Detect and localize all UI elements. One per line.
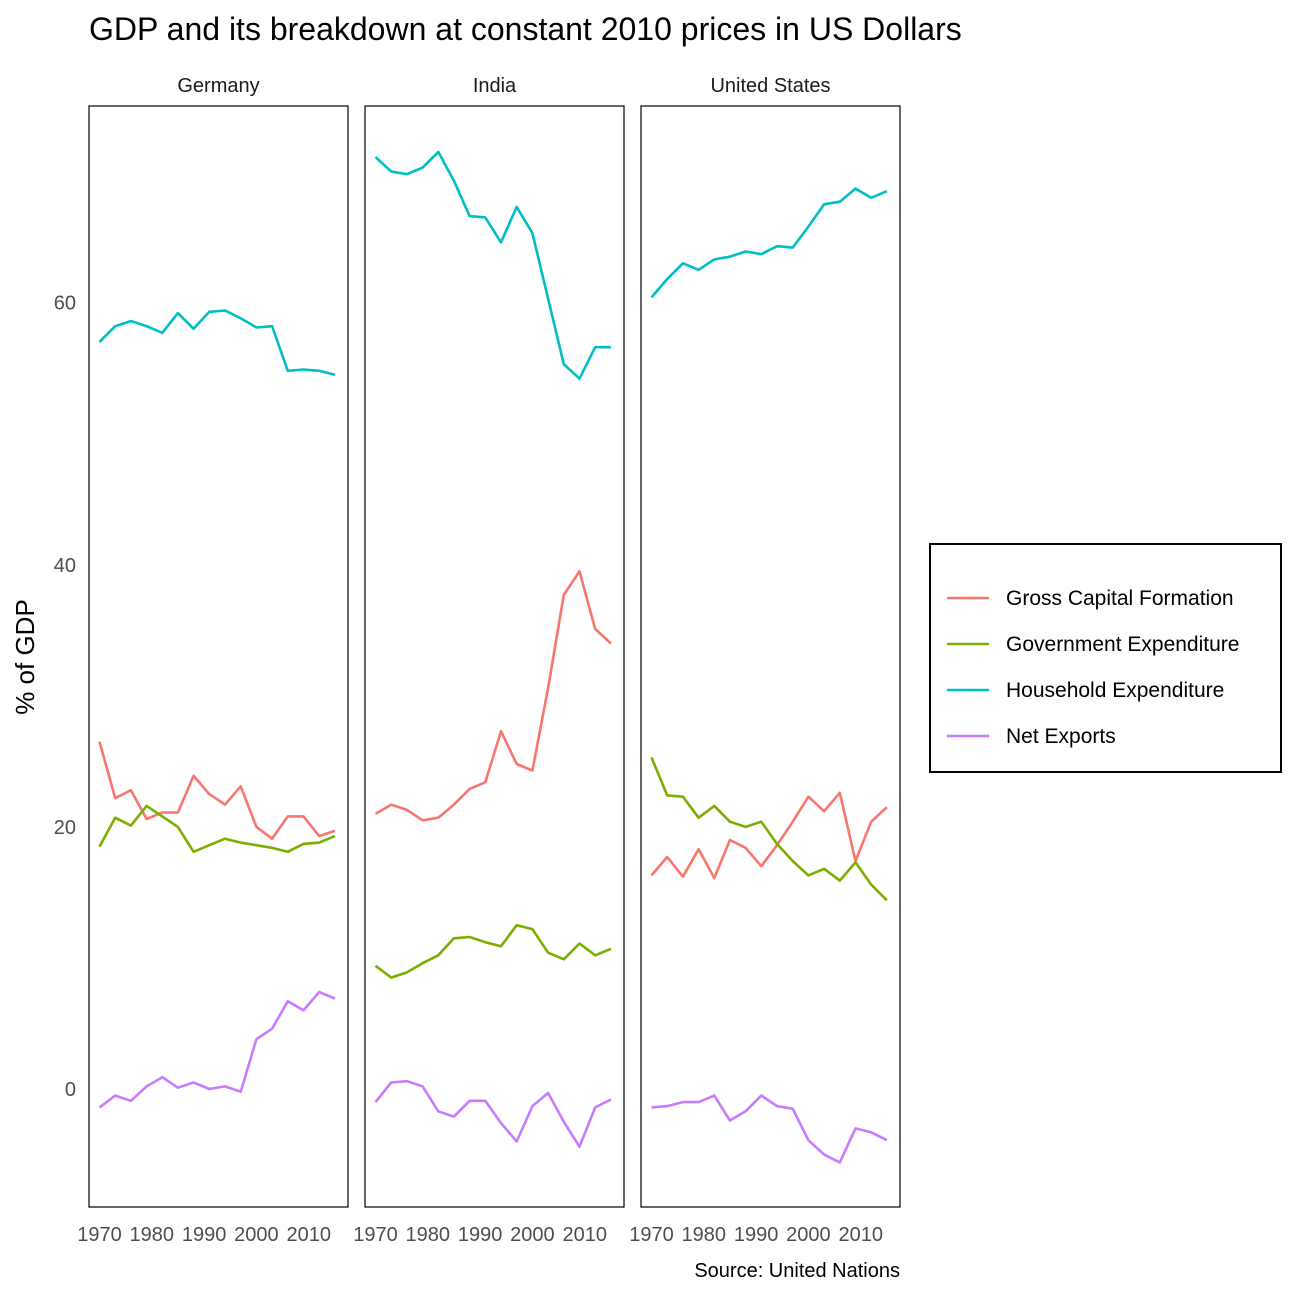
panel-strip-label: Germany: [177, 75, 259, 97]
series-line-gross-capital-formation: [650, 791, 888, 880]
series-line-household-expenditure: [98, 309, 336, 376]
y-tick-label: 0: [65, 1079, 76, 1101]
x-tick-label: 1970: [77, 1224, 122, 1246]
y-tick-label: 20: [54, 817, 76, 839]
series-line-net-exports: [651, 1094, 888, 1164]
x-tick-label: 1990: [182, 1224, 227, 1246]
legend-item-government-expenditure: Government Expenditure: [947, 633, 1239, 656]
legend-item-household-expenditure: Household Expenditure: [947, 679, 1224, 702]
source-caption: Source: United Nations: [694, 1260, 900, 1282]
legend-label: Net Exports: [1006, 725, 1116, 748]
panel-germany: Germany 1970 1980 1990 2000 2010: [77, 75, 349, 1246]
x-tick-label: 2010: [839, 1224, 884, 1246]
panel-border: [640, 105, 901, 1208]
chart-title: GDP and its breakdown at constant 2010 p…: [89, 11, 962, 47]
legend-box: [929, 543, 1282, 773]
x-tick-label: 1980: [682, 1224, 727, 1246]
x-tick-label: 2000: [786, 1224, 831, 1246]
x-tick-label: 1990: [458, 1224, 503, 1246]
series-line-government-expenditure: [98, 804, 336, 854]
series-line-government-expenditure: [650, 756, 888, 902]
series-line-net-exports: [374, 1079, 612, 1148]
legend-label: Government Expenditure: [1006, 633, 1239, 656]
y-axis-label: % of GDP: [10, 599, 40, 715]
series-line-gross-capital-formation: [98, 741, 336, 840]
panel-border: [364, 105, 625, 1208]
series-line-gross-capital-formation: [374, 570, 612, 822]
panel-border: [88, 105, 349, 1208]
y-tick-label: 60: [54, 293, 76, 315]
series-line-household-expenditure: [650, 187, 888, 299]
y-tick-label: 40: [54, 555, 76, 577]
legend-label: Gross Capital Formation: [1006, 587, 1234, 610]
panel-strip-label: United States: [710, 75, 830, 97]
x-tick-label: 1970: [629, 1224, 674, 1246]
series-line-household-expenditure: [374, 150, 611, 380]
legend-item-gross-capital-formation: Gross Capital Formation: [947, 587, 1234, 610]
y-axis-ticks: 0 20 40 60: [54, 293, 76, 1101]
legend: Gross Capital Formation Government Expend…: [929, 543, 1282, 773]
legend-label: Household Expenditure: [1006, 679, 1224, 702]
facet-panels: Germany 1970 1980 1990 2000 2010 India 1970 1980…: [77, 75, 901, 1246]
panel-united-states: United States 1970 1980 1990 2000 2010: [629, 75, 901, 1246]
series-line-government-expenditure: [374, 923, 612, 979]
legend-item-net-exports: Net Exports: [947, 725, 1116, 748]
panel-strip-label: India: [473, 75, 517, 97]
x-tick-label: 2000: [510, 1224, 555, 1246]
panel-india: India 1970 1980 1990 2000 2010: [353, 75, 625, 1246]
x-tick-label: 2010: [287, 1224, 332, 1246]
x-tick-label: 1980: [406, 1224, 451, 1246]
x-tick-label: 1990: [734, 1224, 779, 1246]
series-line-net-exports: [98, 990, 336, 1109]
x-tick-label: 1970: [353, 1224, 398, 1246]
x-tick-label: 1980: [130, 1224, 175, 1246]
x-tick-label: 2010: [563, 1224, 608, 1246]
x-tick-label: 2000: [234, 1224, 279, 1246]
